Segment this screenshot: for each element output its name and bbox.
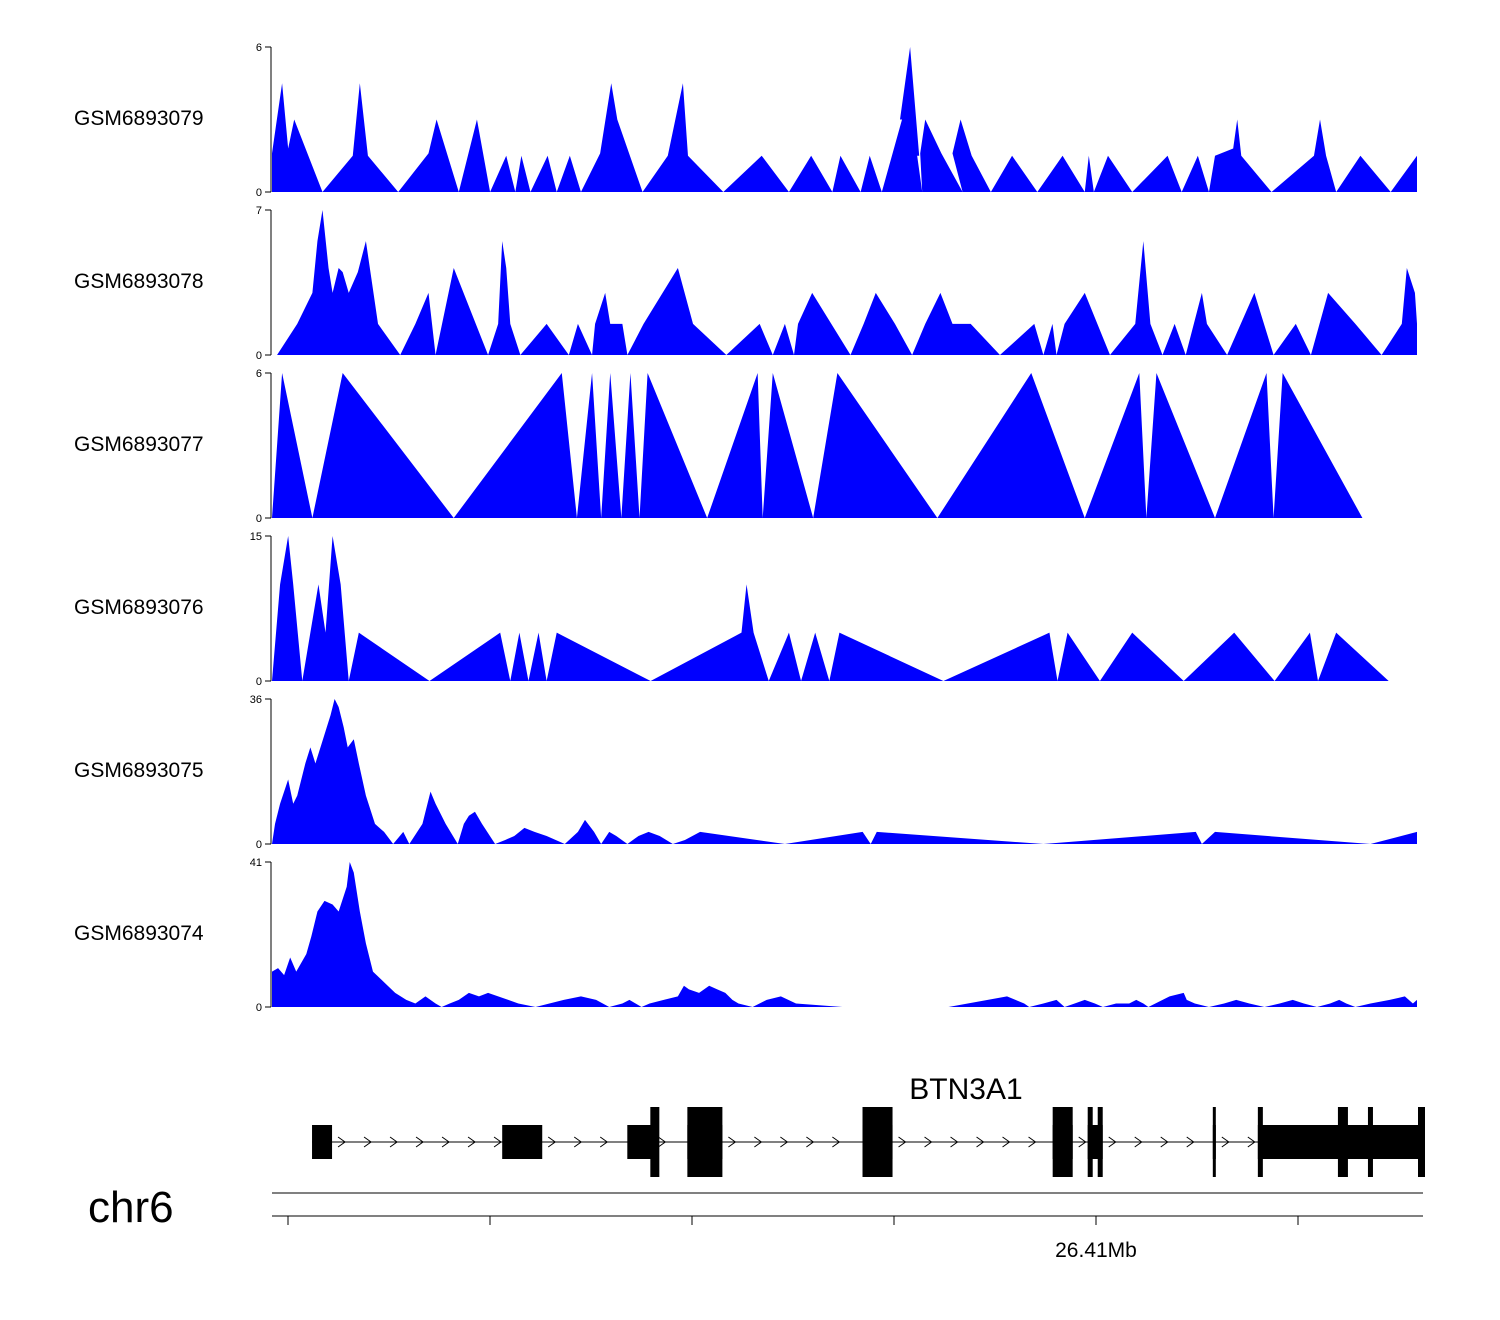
intron-chevron bbox=[780, 1136, 789, 1148]
exon-block-tall bbox=[1257, 1107, 1263, 1177]
exon-block bbox=[312, 1125, 333, 1159]
coverage-area bbox=[272, 536, 1389, 681]
intron-chevron bbox=[389, 1136, 398, 1148]
track-GSM6893074: GSM6893074 41 0 bbox=[74, 857, 1417, 1014]
y-tick-label-min: 0 bbox=[256, 513, 262, 525]
coverage-area bbox=[272, 47, 1417, 192]
coverage-tracks: GSM689307960GSM689307870GSM689307760GSM6… bbox=[74, 42, 1418, 1014]
y-tick-label-max: 6 bbox=[256, 368, 262, 380]
exon-block-tall bbox=[1417, 1107, 1426, 1177]
genomic-axis: chr6 26.41Mb bbox=[88, 1183, 1423, 1262]
intron-chevron bbox=[547, 1136, 557, 1148]
intron-chevron bbox=[976, 1136, 985, 1148]
y-tick-label-max: 6 bbox=[256, 42, 262, 54]
intron-chevron bbox=[1160, 1136, 1169, 1148]
y-tick-label-min: 0 bbox=[256, 1002, 262, 1014]
y-tick-label-max: 41 bbox=[250, 857, 262, 869]
coverage-area bbox=[277, 210, 1418, 355]
track-label: GSM6893074 bbox=[74, 922, 204, 945]
gene-name-label: BTN3A1 bbox=[909, 1073, 1022, 1106]
y-tick-label-max: 7 bbox=[256, 205, 262, 217]
track-GSM6893079: GSM6893079 6 0 bbox=[74, 42, 1417, 199]
intron-chevron bbox=[728, 1136, 737, 1148]
coverage-area bbox=[272, 862, 1417, 1007]
y-tick-label-max: 36 bbox=[250, 694, 262, 706]
gene-model: BTN3A1 bbox=[312, 1073, 1426, 1177]
intron-chevron bbox=[1134, 1136, 1143, 1148]
intron-chevron bbox=[599, 1136, 609, 1148]
coverage-area bbox=[272, 373, 1363, 518]
intron-chevron bbox=[467, 1136, 476, 1148]
exon-block-tall bbox=[1087, 1107, 1093, 1177]
intron-chevron bbox=[832, 1136, 841, 1148]
y-tick-label-min: 0 bbox=[256, 676, 262, 688]
exon-block-tall bbox=[687, 1107, 723, 1177]
exon-block bbox=[627, 1125, 653, 1159]
intron-chevron bbox=[441, 1136, 450, 1148]
track-GSM6893076: GSM6893076 15 0 bbox=[74, 531, 1389, 688]
track-label: GSM6893078 bbox=[74, 270, 204, 293]
intron-chevron bbox=[573, 1136, 583, 1148]
intron-chevron bbox=[363, 1136, 372, 1148]
track-label: GSM6893077 bbox=[74, 433, 204, 456]
exon-block-tall bbox=[1367, 1107, 1373, 1177]
exon-block-tall bbox=[1212, 1107, 1216, 1177]
intron-chevron bbox=[1078, 1136, 1087, 1148]
intron-chevron bbox=[806, 1136, 815, 1148]
exon-block-tall bbox=[650, 1107, 660, 1177]
exon-block-tall bbox=[862, 1107, 893, 1177]
exon-block-tall bbox=[1337, 1107, 1348, 1177]
track-label: GSM6893075 bbox=[74, 759, 204, 782]
y-tick-label-min: 0 bbox=[256, 187, 262, 199]
track-GSM6893078: GSM6893078 7 0 bbox=[74, 205, 1418, 362]
track-label: GSM6893076 bbox=[74, 596, 204, 619]
intron-chevron bbox=[1186, 1136, 1195, 1148]
intron-chevron bbox=[1002, 1136, 1011, 1148]
intron-chevron bbox=[924, 1136, 933, 1148]
intron-chevron bbox=[1028, 1136, 1037, 1148]
intron-chevron bbox=[1108, 1136, 1117, 1148]
scale-position-label: 26.41Mb bbox=[1055, 1239, 1137, 1262]
intron-chevron bbox=[1221, 1136, 1230, 1148]
track-GSM6893077: GSM6893077 6 0 bbox=[74, 368, 1363, 525]
intron-chevron bbox=[337, 1136, 346, 1148]
track-GSM6893075: GSM6893075 36 0 bbox=[74, 694, 1417, 851]
y-tick-label-max: 15 bbox=[250, 531, 262, 543]
intron-chevron bbox=[898, 1136, 907, 1148]
chromosome-label: chr6 bbox=[88, 1183, 174, 1232]
intron-chevron bbox=[415, 1136, 424, 1148]
intron-chevron bbox=[1247, 1136, 1256, 1148]
intron-chevron bbox=[754, 1136, 763, 1148]
exon-block-tall bbox=[1097, 1107, 1103, 1177]
coverage-area bbox=[272, 699, 1417, 844]
intron-chevron bbox=[493, 1136, 502, 1148]
exon-block-tall bbox=[1052, 1107, 1073, 1177]
track-label: GSM6893079 bbox=[74, 107, 204, 130]
y-tick-label-min: 0 bbox=[256, 839, 262, 851]
intron-chevron bbox=[950, 1136, 959, 1148]
y-tick-label-min: 0 bbox=[256, 350, 262, 362]
intron-chevron bbox=[658, 1136, 667, 1148]
exon-block bbox=[502, 1125, 543, 1159]
